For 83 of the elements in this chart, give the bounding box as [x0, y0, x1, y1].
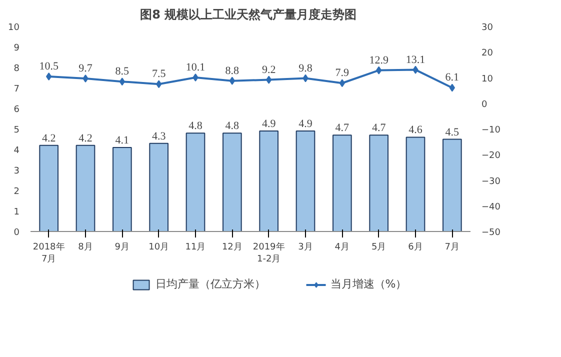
y-tick-label: 6 — [14, 105, 20, 115]
bar — [222, 132, 242, 232]
data-label: 4.5 — [445, 126, 460, 138]
data-label: 10.1 — [186, 61, 206, 74]
data-label: 4.8 — [188, 120, 203, 132]
point — [376, 66, 382, 74]
legend-label: 当月增速（%） — [330, 276, 407, 292]
x-tick-label: 5月 — [371, 242, 386, 252]
data-label: 4.2 — [42, 132, 56, 144]
x-tick-label: 2018年 7月 — [32, 242, 65, 264]
bar — [76, 144, 96, 232]
data-label: 4.7 — [372, 122, 386, 134]
bar — [149, 142, 168, 232]
y2-tick-label: 20 — [482, 48, 494, 59]
y-tick-label: 1 — [14, 208, 20, 218]
data-label: 4.2 — [78, 132, 92, 144]
data-label: 12.9 — [369, 54, 389, 66]
bar — [112, 146, 132, 232]
bar — [442, 138, 462, 232]
data-label: 10.5 — [39, 60, 59, 72]
data-label: 9.2 — [262, 64, 276, 76]
y2-tick-label: −10 — [482, 126, 501, 136]
bar — [406, 136, 426, 232]
point — [192, 73, 198, 82]
y-tick-label: 2 — [14, 187, 20, 197]
y-tick-label: 0 — [14, 228, 20, 238]
point — [156, 80, 162, 88]
point — [46, 72, 52, 80]
y-tick-label: 9 — [14, 44, 20, 54]
bar — [332, 134, 352, 232]
x-tick-label: 10月 — [148, 242, 170, 252]
x-tick-label: 4月 — [334, 242, 350, 252]
y2-tick-label: −50 — [482, 228, 501, 238]
y2-tick-label: −40 — [482, 202, 501, 212]
x-tick-label: 9月 — [114, 242, 130, 252]
y-tick-label: 3 — [14, 166, 20, 176]
point — [339, 79, 345, 88]
point — [266, 76, 272, 84]
y2-tick-label: 10 — [482, 74, 494, 84]
data-label: 8.5 — [115, 66, 130, 78]
chart-title: 图8 规模以上工业天然气产量月度走势图 — [140, 8, 357, 22]
data-label: 8.8 — [225, 64, 240, 77]
data-label: 6.1 — [445, 72, 460, 84]
data-label: 4.9 — [298, 118, 313, 130]
y-tick-label: 8 — [14, 64, 20, 74]
x-tick-label: 12月 — [222, 242, 242, 252]
data-label: 4.6 — [408, 124, 423, 136]
bar — [259, 130, 278, 232]
x-tick-label: 7月 — [444, 242, 460, 252]
data-label: 4.3 — [152, 130, 166, 142]
data-label: 4.8 — [225, 120, 240, 132]
data-label: 9.8 — [298, 62, 313, 74]
bar — [296, 130, 316, 232]
point — [119, 78, 125, 86]
y2-tick-label: 0 — [482, 100, 488, 110]
x-tick-label: 3月 — [298, 242, 313, 252]
y2-tick-label: 30 — [482, 23, 494, 33]
x-tick-label: 6月 — [408, 242, 423, 252]
y2-tick-label: −30 — [482, 176, 501, 187]
legend-label: 日均产量（亿立方米） — [155, 276, 266, 292]
data-label: 13.1 — [406, 54, 426, 66]
point — [302, 74, 308, 82]
point — [449, 84, 455, 92]
data-label: 7.5 — [152, 68, 166, 80]
y-tick-label: 7 — [14, 84, 20, 94]
point — [412, 66, 418, 74]
point — [82, 74, 88, 83]
x-tick-label: 11月 — [185, 242, 206, 252]
data-label: 9.7 — [78, 62, 93, 75]
bar — [369, 134, 388, 232]
y2-tick-label: −20 — [482, 151, 501, 162]
x-tick-label: 2019年 1-2月 — [252, 242, 285, 264]
x-tick-label: 8月 — [78, 242, 93, 252]
y-tick-label: 10 — [8, 23, 20, 33]
data-label: 4.9 — [262, 118, 276, 130]
data-label: 4.7 — [335, 122, 350, 134]
y-tick-label: 4 — [14, 146, 20, 156]
bar — [186, 132, 206, 232]
y-tick-label: 5 — [14, 126, 20, 136]
point — [229, 76, 235, 85]
data-label: 7.9 — [335, 67, 350, 80]
bar — [39, 144, 58, 232]
data-label: 4.1 — [115, 134, 130, 146]
